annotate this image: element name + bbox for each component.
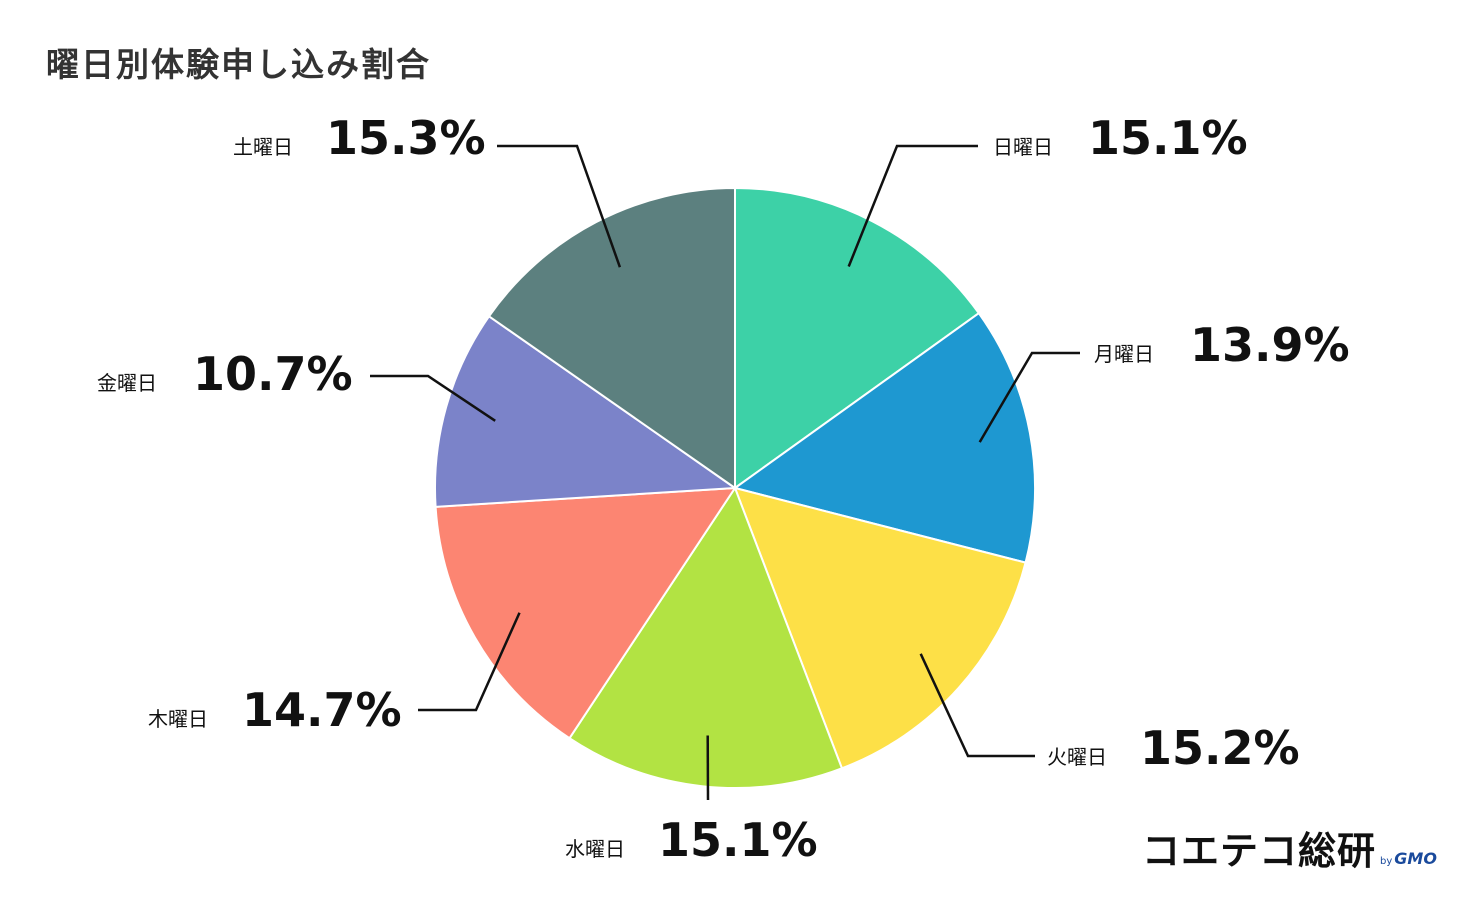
leader-line [847,144,978,267]
pie-slice [487,186,736,490]
brand-by: by [1380,856,1393,867]
leader-line [497,144,622,268]
brand-gmo: GMO [1394,849,1437,868]
slice-day-label: 木曜日 [148,707,208,731]
chart-title: 曜日別体験申し込み割合 [46,45,431,84]
brand-name: コエテコ総研 [1142,829,1377,873]
slice-percent-label: 13.9% [1190,318,1350,372]
slice-percent-label: 15.2% [1140,721,1300,775]
slice-percent-label: 10.7% [193,347,353,401]
leader-line [418,612,521,712]
slice-labels: 日曜日 15.1% 月曜日 13.9% 火曜日 15.2% 水曜日 15.1% 木曜日 14.7%… [97,111,1350,867]
slice-day-label: 日曜日 [993,135,1053,159]
leader-line [919,653,1035,758]
slice-percent-label: 15.1% [1088,111,1248,165]
leader-lines [370,144,1080,801]
pie-slices [434,186,1036,789]
pie-slice [732,311,1036,564]
pie-slice [434,486,737,740]
slice-day-label: 火曜日 [1047,745,1107,769]
slice-day-label: 金曜日 [97,371,157,395]
slice-day-label: 土曜日 [233,135,293,159]
pie-slice [734,186,981,490]
slice-percent-label: 14.7% [242,683,402,737]
slice-day-label: 水曜日 [565,837,625,861]
pie-slice [733,486,1027,770]
brand-logo: コエテコ総研 by GMO [1142,820,1437,875]
slice-percent-label: 15.3% [326,111,486,165]
slice-percent-label: 15.1% [658,813,818,867]
leader-line [370,374,496,422]
slice-day-label: 月曜日 [1094,342,1154,366]
pie-slice [568,485,844,789]
leader-line [978,351,1080,443]
pie-slice [434,314,738,508]
